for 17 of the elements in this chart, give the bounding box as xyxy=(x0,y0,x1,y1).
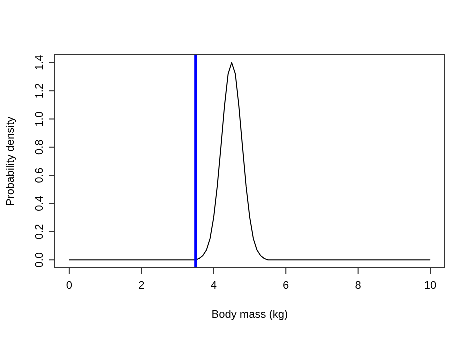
y-tick-label: 1.2 xyxy=(34,83,46,99)
y-tick-label: 1.4 xyxy=(34,55,46,71)
x-tick-label: 0 xyxy=(66,280,73,292)
y-tick-label: 0.6 xyxy=(34,168,46,184)
x-tick-label: 4 xyxy=(210,280,217,292)
y-tick-label: 0.4 xyxy=(34,196,46,212)
x-tick-label: 6 xyxy=(283,280,290,292)
y-tick-label: 0.2 xyxy=(34,224,46,240)
x-tick-label: 2 xyxy=(138,280,145,292)
line-series xyxy=(68,62,432,261)
y-axis-title: Probability density xyxy=(5,116,17,206)
y-tick-label: 0.8 xyxy=(34,140,46,156)
y-tick-label: 0.0 xyxy=(34,252,46,268)
x-tick-label: 10 xyxy=(424,280,437,292)
x-tick-label: 8 xyxy=(355,280,362,292)
x-axis-title: Body mass (kg) xyxy=(212,309,288,321)
y-tick-label: 1.0 xyxy=(34,112,46,127)
